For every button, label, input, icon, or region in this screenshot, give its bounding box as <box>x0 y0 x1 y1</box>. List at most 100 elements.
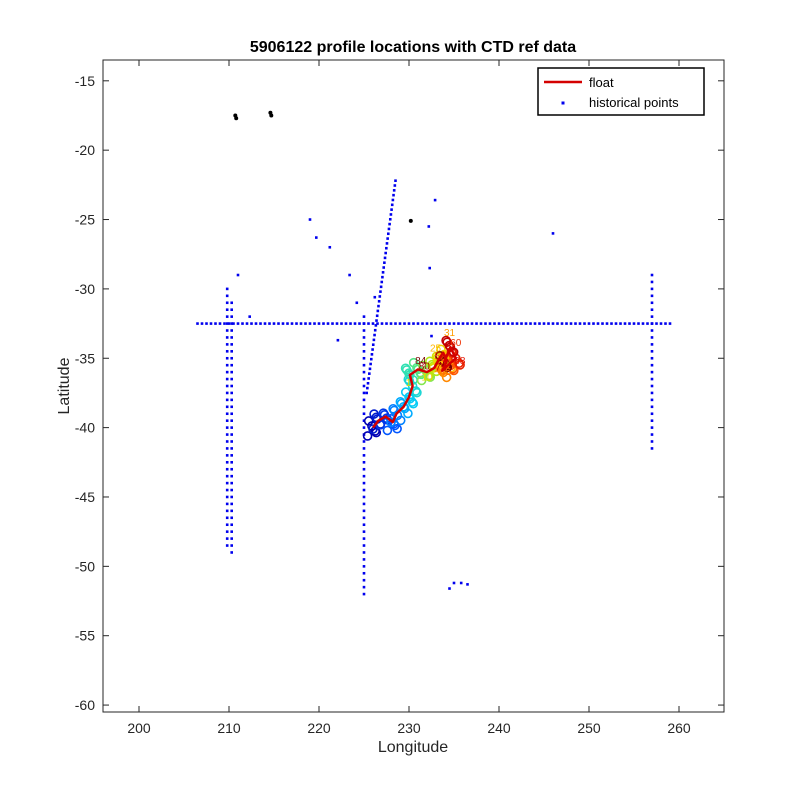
profile-number-label: 84 <box>415 356 427 367</box>
historical-point <box>322 322 325 325</box>
historical-point <box>388 222 391 226</box>
historical-point <box>427 225 431 228</box>
historical-point <box>362 523 366 527</box>
historical-point <box>368 367 372 371</box>
historical-point <box>448 322 451 325</box>
historical-point <box>241 322 244 325</box>
historical-point <box>497 322 501 325</box>
historical-point <box>230 467 233 471</box>
historical-point <box>362 578 366 582</box>
historical-point <box>650 440 654 443</box>
historical-point <box>230 391 233 395</box>
historical-point <box>547 322 550 325</box>
historical-point <box>230 356 233 360</box>
historical-point <box>362 322 366 325</box>
historical-point <box>533 322 537 325</box>
historical-point <box>225 474 229 478</box>
historical-point <box>377 304 380 308</box>
historical-point <box>225 377 229 381</box>
axes-layer: 200 210 220 230 240 250 260 -15 -20 -25 -30 -35 -40 -… <box>75 60 724 736</box>
historical-point <box>369 362 372 366</box>
historical-point <box>362 370 366 374</box>
historical-point <box>286 322 289 325</box>
profile-marker <box>408 357 419 368</box>
historical-point <box>225 398 229 402</box>
historical-point <box>511 322 514 325</box>
historical-point <box>388 217 392 221</box>
historical-point <box>466 583 469 586</box>
historical-point <box>433 198 437 202</box>
historical-point <box>362 544 366 547</box>
profile-number-label: 80 <box>419 361 431 372</box>
historical-point <box>366 381 370 385</box>
historical-point <box>380 322 384 325</box>
historical-point <box>650 426 654 429</box>
historical-point <box>386 237 389 240</box>
historical-point <box>650 384 654 388</box>
historical-point <box>230 440 233 443</box>
historical-point <box>304 322 307 325</box>
historical-point <box>362 460 366 464</box>
historical-point <box>230 551 233 554</box>
historical-point <box>245 322 249 325</box>
historical-point <box>376 309 380 313</box>
historical-point <box>236 273 240 277</box>
historical-point <box>308 322 312 325</box>
historical-point <box>196 322 199 325</box>
historical-point <box>650 336 654 339</box>
plot-frame <box>102 59 725 713</box>
historical-point <box>659 322 663 325</box>
historical-point <box>551 232 555 235</box>
profile-marker <box>416 375 427 386</box>
historical-point <box>353 322 357 325</box>
historical-point <box>394 322 397 325</box>
historical-point <box>650 433 654 436</box>
historical-point <box>390 203 394 207</box>
historical-point <box>362 329 366 332</box>
historical-point <box>225 322 229 325</box>
historical-point <box>376 322 379 325</box>
historical-point <box>230 377 233 381</box>
historical-point <box>230 495 233 499</box>
historical-point <box>230 530 233 533</box>
historical-point <box>412 322 415 325</box>
historical-point <box>425 322 429 325</box>
historical-point <box>225 544 229 547</box>
black-point <box>408 218 413 223</box>
historical-point <box>225 537 229 540</box>
historical-point <box>375 319 378 322</box>
historical-point <box>587 322 591 325</box>
profile-marker <box>442 337 452 347</box>
historical-point <box>225 294 229 298</box>
historical-point <box>650 301 654 305</box>
historical-point <box>484 322 487 325</box>
profile-marker <box>382 425 393 436</box>
historical-point <box>328 245 332 249</box>
historical-point <box>362 350 366 353</box>
historical-point <box>439 322 442 325</box>
historical-point <box>650 377 654 381</box>
historical-point <box>488 322 492 325</box>
historical-point <box>502 322 505 325</box>
historical-point <box>230 481 233 485</box>
historical-point <box>225 287 229 291</box>
historical-point <box>365 391 368 395</box>
y-tick-label: -40 <box>75 420 95 436</box>
historical-point <box>362 495 366 499</box>
historical-point <box>362 377 366 381</box>
historical-point <box>362 363 366 367</box>
x-tick-label: 210 <box>217 720 241 736</box>
float-track-line <box>372 345 458 429</box>
historical-point <box>230 398 233 402</box>
historical-point <box>250 322 253 325</box>
historical-point <box>281 322 285 325</box>
historical-point <box>610 322 613 325</box>
historical-point <box>326 322 330 325</box>
historical-point <box>565 322 568 325</box>
historical-point <box>407 322 411 325</box>
historical-point <box>392 193 395 197</box>
historical-point <box>362 502 366 506</box>
profile-marker <box>362 431 373 441</box>
historical-point <box>225 308 229 312</box>
historical-point <box>225 419 229 422</box>
